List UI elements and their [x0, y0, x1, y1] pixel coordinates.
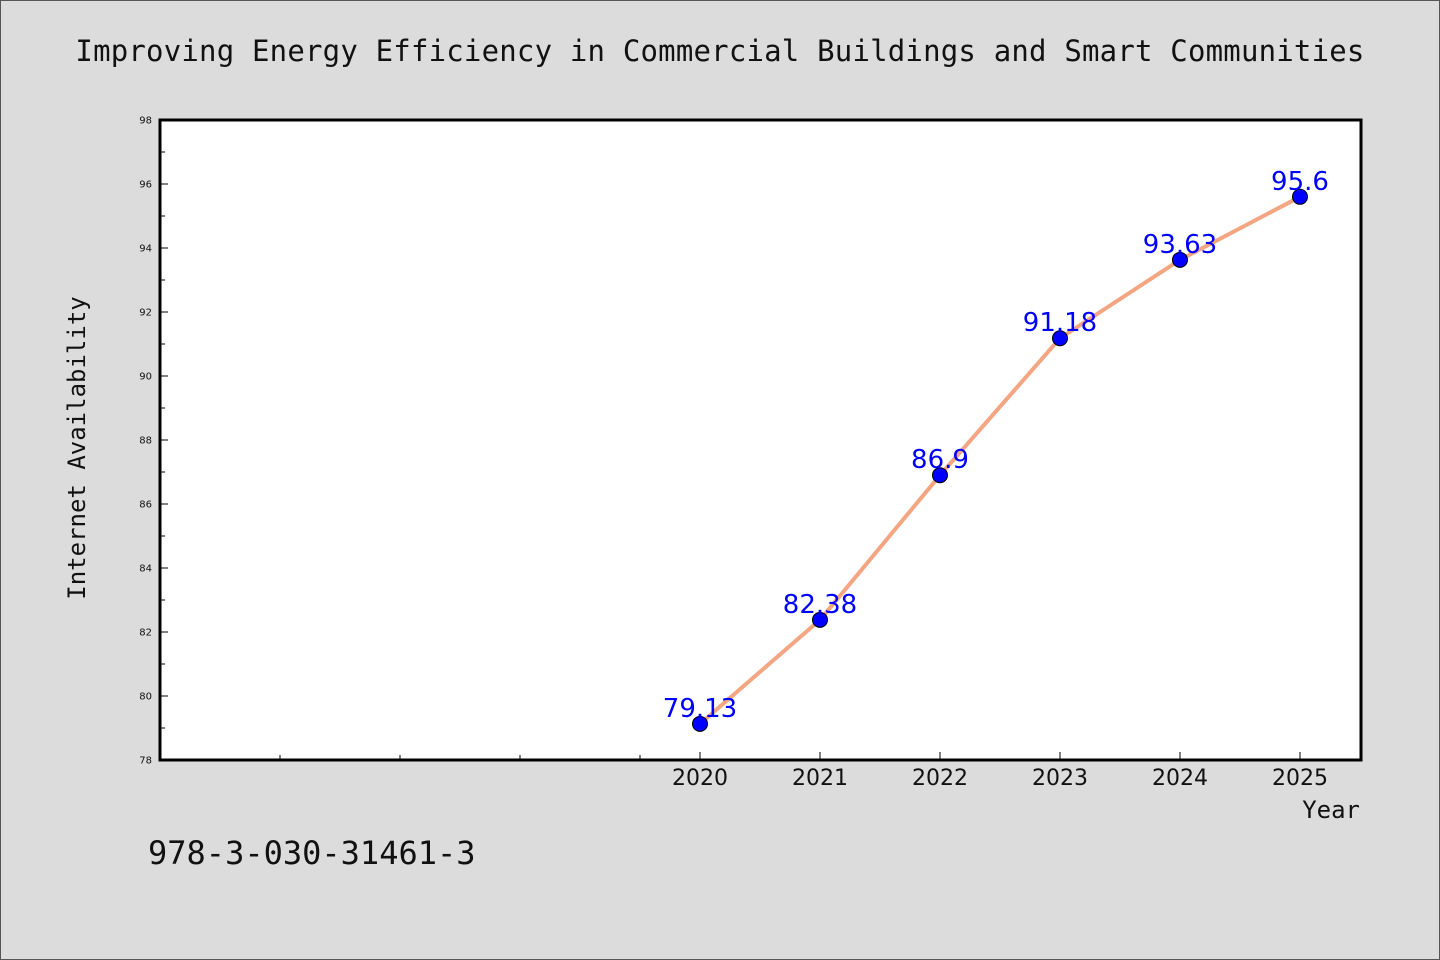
data-point — [932, 467, 948, 484]
y-tick-label: 94 — [139, 244, 152, 255]
data-point — [812, 611, 828, 628]
y-tick-label: 90 — [139, 372, 152, 383]
x-tick-label: 2022 — [912, 766, 968, 791]
data-label: 95.6 — [1271, 167, 1329, 197]
y-tick-label: 88 — [139, 436, 152, 447]
y-tick-label: 84 — [139, 564, 152, 575]
data-label: 91.18 — [1023, 308, 1097, 338]
chart-title: Improving Energy Efficiency in Commercia… — [75, 34, 1365, 68]
x-tick-label: 2021 — [792, 766, 848, 791]
isbn-text: 978-3-030-31461-3 — [148, 834, 476, 872]
data-point — [692, 715, 708, 732]
y-tick-label: 92 — [139, 308, 152, 319]
data-label: 82.38 — [783, 590, 857, 620]
data-label: 79.13 — [663, 694, 737, 724]
data-label: 93.63 — [1143, 230, 1217, 260]
y-tick-label: 86 — [139, 500, 152, 511]
x-tick-label: 2020 — [672, 766, 728, 791]
y-tick-label: 78 — [139, 756, 152, 767]
x-tick-label: 2025 — [1272, 766, 1328, 791]
data-point — [1172, 251, 1188, 268]
x-tick-label: 2023 — [1032, 766, 1088, 791]
data-point — [1052, 330, 1068, 347]
data-label: 86.9 — [911, 445, 969, 475]
x-tick-label: 2024 — [1152, 766, 1208, 791]
series-line — [698, 194, 1302, 726]
data-point — [1292, 188, 1308, 205]
y-tick-label: 82 — [139, 628, 152, 639]
x-axis-label: Year — [1302, 796, 1360, 824]
y-tick-label: 98 — [139, 116, 152, 127]
plot-area — [158, 118, 1363, 762]
y-tick-label: 96 — [139, 180, 152, 191]
y-tick-label: 80 — [139, 692, 152, 703]
